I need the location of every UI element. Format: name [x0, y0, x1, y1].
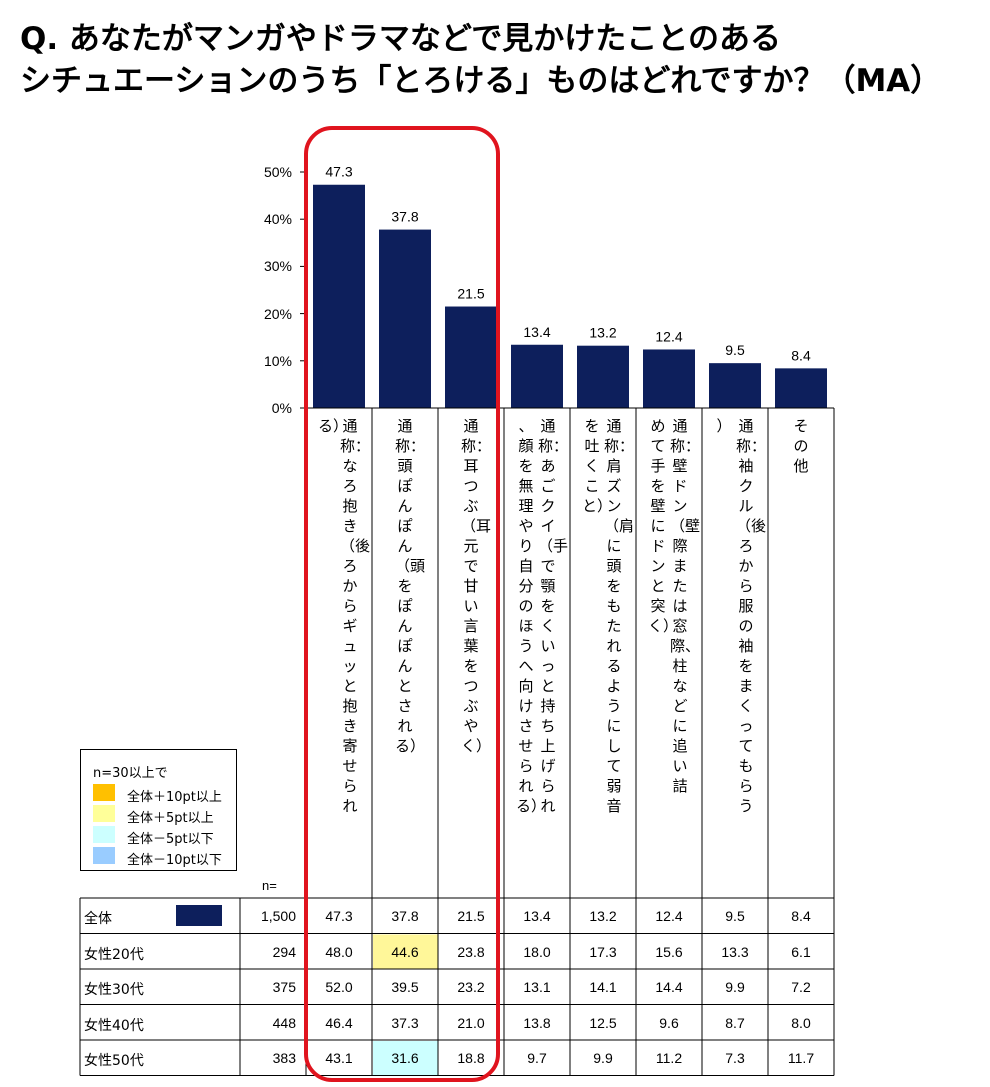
category-label: 通称：袖クル（後ろから服の袖をまくってもらう — [736, 417, 767, 815]
question-title-line2: シチュエーションのうち「とろける」ものはどれですか？（MA） — [20, 63, 942, 99]
bar-value-label: 8.4 — [791, 347, 811, 363]
table-cell: 8.7 — [725, 1014, 745, 1031]
table-cell: 14.1 — [589, 979, 617, 995]
table-n-cell: 448 — [272, 1014, 296, 1031]
bar — [511, 344, 563, 408]
table-row-label: 女性30代 — [84, 982, 144, 998]
bar — [379, 229, 431, 408]
table-cell: 13.2 — [589, 908, 617, 924]
table-cell: 15.6 — [655, 943, 683, 960]
legend-swatch-minus10 — [93, 847, 115, 864]
table-cell: 37.8 — [391, 908, 419, 924]
y-tick-label: 10% — [263, 352, 292, 369]
y-tick-label: 20% — [263, 305, 292, 322]
legend-label-plus10: 全体＋10pt以上 — [127, 790, 222, 805]
legend-title: n=30以上で — [93, 766, 168, 781]
highlight-frame — [304, 126, 500, 1082]
table-cell: 21.0 — [457, 1014, 485, 1031]
bar-value-label: 12.4 — [655, 328, 682, 344]
table-cell: 39.5 — [391, 979, 419, 995]
table-cell: 6.1 — [791, 943, 811, 960]
table-cell: 8.4 — [791, 908, 811, 924]
bar-value-label: 37.8 — [391, 209, 418, 225]
table-cell: 14.4 — [655, 979, 683, 995]
overall-series-swatch — [176, 905, 222, 926]
category-label: 通称：壁ドン（壁際または窓際、柱などに追い詰 — [670, 417, 701, 795]
table-cell: 21.5 — [457, 908, 485, 924]
table-cell: 11.7 — [787, 1050, 815, 1066]
table-cell: 9.9 — [593, 1050, 613, 1066]
category-label: その他 — [793, 417, 809, 475]
table-cell: 13.8 — [523, 1014, 551, 1031]
category-label: 通称：肩ズン（肩に頭をもたれるようにして弱音 — [604, 417, 635, 815]
table-n-cell: 375 — [272, 979, 296, 995]
table-cell: 9.7 — [527, 1050, 547, 1066]
table-cell: 23.8 — [457, 943, 485, 960]
category-label-continued: を吐くこと） — [582, 417, 613, 515]
legend-label-plus5: 全体＋5pt以上 — [127, 811, 214, 826]
y-tick-label: 30% — [263, 258, 292, 275]
category-label-continued: ） — [716, 417, 732, 435]
category-label-continued: 、顔を無理やり自分のほうへ向けさせられる） — [516, 417, 547, 815]
n-header: n= — [262, 878, 277, 893]
bar — [709, 363, 761, 408]
table-cell: 31.6 — [391, 1050, 419, 1066]
bar — [643, 349, 695, 408]
table-cell: 13.3 — [721, 943, 749, 960]
table-cell: 12.5 — [589, 1014, 617, 1031]
table-cell-highlight — [373, 1041, 438, 1076]
table-cell: 13.1 — [523, 979, 551, 995]
table-cell: 18.0 — [523, 943, 551, 960]
bar-value-label: 13.4 — [523, 324, 550, 340]
table-n-cell: 383 — [272, 1050, 296, 1066]
table-cell: 9.9 — [725, 979, 745, 995]
table-n-cell: 294 — [272, 943, 296, 960]
table-cell: 17.3 — [589, 943, 617, 960]
table-cell: 9.5 — [725, 908, 745, 924]
legend-swatch-plus10 — [93, 784, 115, 801]
y-tick-label: 0% — [271, 400, 292, 416]
category-label: 通称：なろ抱き（後ろからギュッと抱き寄せられ — [340, 417, 371, 815]
table-cell: 52.0 — [325, 979, 353, 995]
table-cell: 44.6 — [391, 943, 419, 960]
table-cell: 7.3 — [725, 1050, 745, 1066]
table-cell-highlight — [373, 934, 438, 969]
table-cell: 43.1 — [325, 1050, 353, 1066]
bar — [445, 306, 497, 408]
table-cell: 13.4 — [523, 908, 551, 924]
bar-value-label: 13.2 — [589, 325, 616, 341]
bar-value-label: 9.5 — [725, 342, 745, 358]
table-cell: 46.4 — [325, 1014, 353, 1031]
legend-label-minus10: 全体－10pt以下 — [127, 853, 222, 868]
legend: n=30以上で 全体＋10pt以上 全体＋5pt以上 全体－5pt以下 全体－1… — [80, 749, 237, 871]
table-cell: 12.4 — [655, 908, 683, 924]
legend-label-minus5: 全体－5pt以下 — [127, 832, 214, 847]
bar — [775, 368, 827, 408]
bar — [577, 345, 629, 408]
table-row-label: 全体 — [84, 911, 112, 927]
table-cell: 23.2 — [457, 979, 485, 995]
table-cell: 7.2 — [791, 979, 811, 995]
table-cell: 48.0 — [325, 943, 353, 960]
bar — [313, 184, 365, 408]
table-n-cell: 1,500 — [260, 908, 296, 924]
y-tick-label: 40% — [263, 211, 292, 228]
table-cell: 8.0 — [791, 1014, 811, 1031]
table-row-label: 女性20代 — [84, 946, 144, 963]
table-cell: 11.2 — [655, 1050, 683, 1066]
y-tick-label: 50% — [263, 164, 292, 180]
table-cell: 37.3 — [391, 1014, 419, 1031]
bar-value-label: 47.3 — [325, 164, 352, 180]
table-row-label: 女性50代 — [84, 1053, 144, 1069]
table-cell: 9.6 — [659, 1014, 679, 1031]
category-label: 通称：あごクイ（手で顎をくいっと持ち上げられ — [538, 417, 569, 815]
bar-value-label: 21.5 — [457, 286, 484, 302]
legend-swatch-plus5 — [93, 805, 115, 822]
legend-swatch-minus5 — [93, 826, 115, 843]
category-label-continued: めて手を壁にドンと突く） — [648, 417, 679, 635]
table-cell: 47.3 — [325, 908, 353, 924]
question-title-line1: Q. あなたがマンガやドラマなどで見かけたことのある — [20, 21, 781, 57]
table-row-label: 女性40代 — [84, 1017, 144, 1034]
